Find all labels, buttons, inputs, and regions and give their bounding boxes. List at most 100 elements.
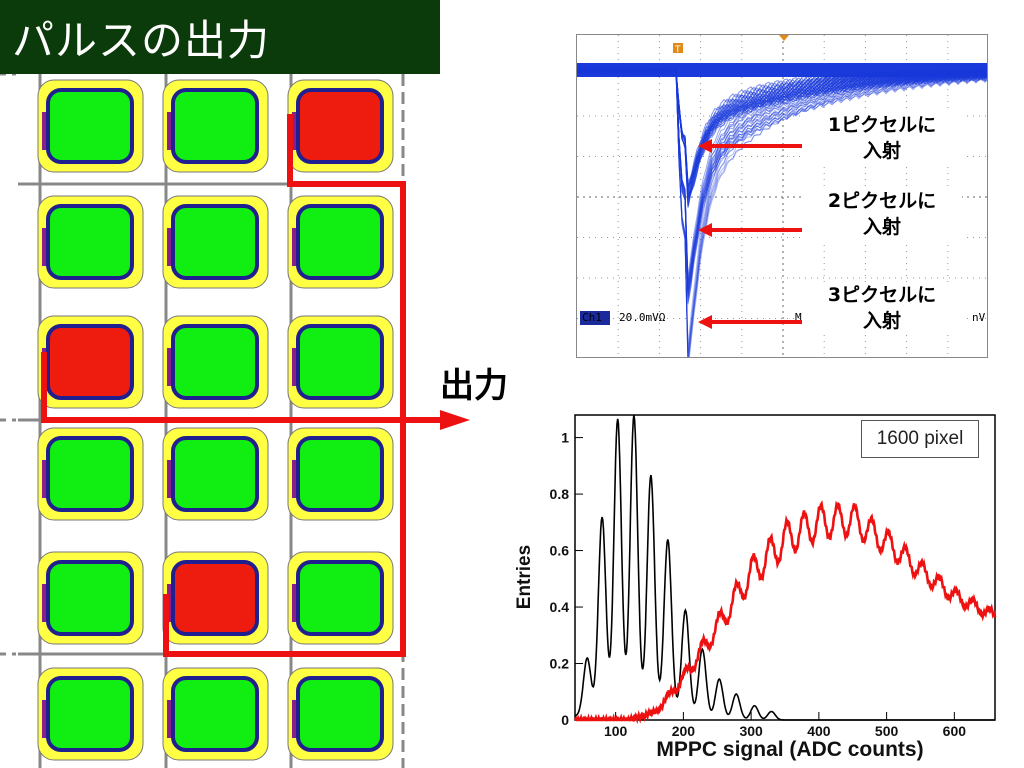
pixel-grid-diagram bbox=[0, 74, 470, 768]
callout-3-line1: 3ピクセルに bbox=[827, 284, 937, 306]
pixel-cell bbox=[296, 204, 384, 280]
pixel-resistor bbox=[167, 228, 173, 266]
callout-arrows bbox=[698, 139, 802, 329]
pixel-cell bbox=[171, 88, 259, 164]
pixel-resistor bbox=[167, 584, 173, 622]
pixel-resistor bbox=[292, 348, 298, 386]
pixel-resistor bbox=[292, 112, 298, 150]
scope-trace bbox=[577, 68, 987, 290]
callout-2-pixel: 2ピクセルに 入射 bbox=[802, 188, 962, 240]
callout-arrowhead-3 bbox=[698, 315, 712, 329]
scope-trace bbox=[577, 68, 987, 292]
pixel-resistor bbox=[292, 700, 298, 738]
y-tick-label: 0.8 bbox=[550, 486, 570, 502]
scope-trigger-marker bbox=[673, 43, 683, 53]
scope-channel-label: Ch1 bbox=[582, 311, 602, 324]
pixel-cell bbox=[171, 436, 259, 512]
series-black-line bbox=[574, 414, 995, 721]
callout-2-line1: 2ピクセルに bbox=[827, 190, 937, 212]
scope-trace bbox=[577, 68, 987, 352]
pixel-cell bbox=[46, 560, 134, 636]
scope-time-marker bbox=[779, 35, 789, 41]
series-red-line bbox=[573, 500, 997, 725]
scope-scale-text: 20.0mVΩ bbox=[619, 311, 666, 324]
pixel-resistor bbox=[42, 112, 48, 150]
x-tick-label: 600 bbox=[943, 723, 967, 739]
scope-trace bbox=[577, 67, 987, 208]
pixel-cell bbox=[46, 88, 134, 164]
scope-trigger-label: T bbox=[674, 45, 681, 55]
scope-trace bbox=[577, 69, 987, 357]
pixel-cell bbox=[46, 676, 134, 752]
callout-arrowhead-1 bbox=[698, 139, 712, 153]
callout-3-pixel: 3ピクセルに 入射 bbox=[802, 282, 962, 334]
pixel-cell-fired bbox=[296, 88, 384, 164]
scope-trace bbox=[577, 67, 987, 298]
pixel-resistor bbox=[167, 460, 173, 498]
callout-3-line2: 入射 bbox=[862, 310, 901, 332]
scope-trace bbox=[577, 69, 987, 357]
pixel-resistor bbox=[42, 460, 48, 498]
pixel-resistor bbox=[292, 228, 298, 266]
x-tick-label: 500 bbox=[875, 723, 899, 739]
callout-1-pixel: 1ピクセルに 入射 bbox=[802, 112, 962, 164]
scope-trace bbox=[577, 68, 987, 356]
scope-trace bbox=[577, 67, 987, 303]
scope-trace bbox=[577, 67, 987, 189]
x-tick-label: 200 bbox=[672, 723, 696, 739]
pixel-resistor bbox=[167, 348, 173, 386]
callout-arrowhead-2 bbox=[698, 223, 712, 237]
scope-trace bbox=[577, 68, 987, 281]
slide-title: パルスの出力 bbox=[0, 0, 440, 74]
scope-trace bbox=[577, 68, 987, 346]
histogram-chart: 100 200 300 400 500 600 0 0.2 0.4 0.6 0.8 1 bbox=[550, 414, 997, 739]
x-tick-label: 400 bbox=[807, 723, 831, 739]
y-tick-label: 0.2 bbox=[550, 656, 570, 672]
y-tick-label: 0 bbox=[561, 712, 569, 728]
scope-trace bbox=[577, 68, 987, 287]
histogram-y-axis-label: Entries bbox=[514, 544, 535, 610]
pixel-resistor bbox=[42, 228, 48, 266]
pixel-resistor bbox=[292, 584, 298, 622]
pixel-resistor bbox=[167, 112, 173, 150]
output-label: 出力 bbox=[440, 366, 508, 406]
signal-route-2 bbox=[41, 352, 403, 423]
y-tick-label: 0.4 bbox=[550, 599, 570, 615]
scope-partial-text-2: nV bbox=[972, 311, 986, 324]
x-tick-label: 300 bbox=[739, 723, 763, 739]
pixel-cell bbox=[171, 204, 259, 280]
pixel-resistor bbox=[167, 700, 173, 738]
pixel-cell bbox=[171, 324, 259, 400]
scope-trace bbox=[577, 68, 987, 284]
pixel-resistor bbox=[292, 460, 298, 498]
pixel-cell bbox=[171, 676, 259, 752]
scope-trace bbox=[577, 68, 987, 294]
pixel-cell bbox=[46, 436, 134, 512]
scope-channel-badge bbox=[580, 311, 610, 325]
output-arrow-head bbox=[440, 410, 470, 430]
pixel-resistor bbox=[42, 584, 48, 622]
pixel-cell-fired bbox=[171, 560, 259, 636]
scope-trace bbox=[577, 68, 987, 277]
y-tick-label: 0.6 bbox=[550, 543, 570, 559]
scope-trace bbox=[577, 68, 987, 284]
callout-1-line2: 入射 bbox=[862, 140, 901, 162]
scope-trace bbox=[577, 67, 987, 297]
scope-trace bbox=[577, 67, 987, 305]
scope-trace bbox=[577, 67, 987, 299]
pixel-resistor bbox=[42, 700, 48, 738]
histogram-x-axis-label: MPPC signal (ADC counts) bbox=[656, 738, 924, 761]
scope-partial-text-1: M bbox=[795, 311, 802, 324]
scope-trace bbox=[577, 68, 987, 357]
pixel-cell bbox=[46, 204, 134, 280]
callout-1-line1: 1ピクセルに bbox=[827, 114, 937, 136]
callout-2-line2: 入射 bbox=[862, 216, 901, 238]
x-tick-label: 100 bbox=[604, 723, 628, 739]
pixel-cell bbox=[296, 436, 384, 512]
scope-trace bbox=[577, 69, 987, 357]
pixel-cell bbox=[296, 560, 384, 636]
pixel-cell bbox=[296, 676, 384, 752]
scope-trace bbox=[577, 67, 987, 301]
